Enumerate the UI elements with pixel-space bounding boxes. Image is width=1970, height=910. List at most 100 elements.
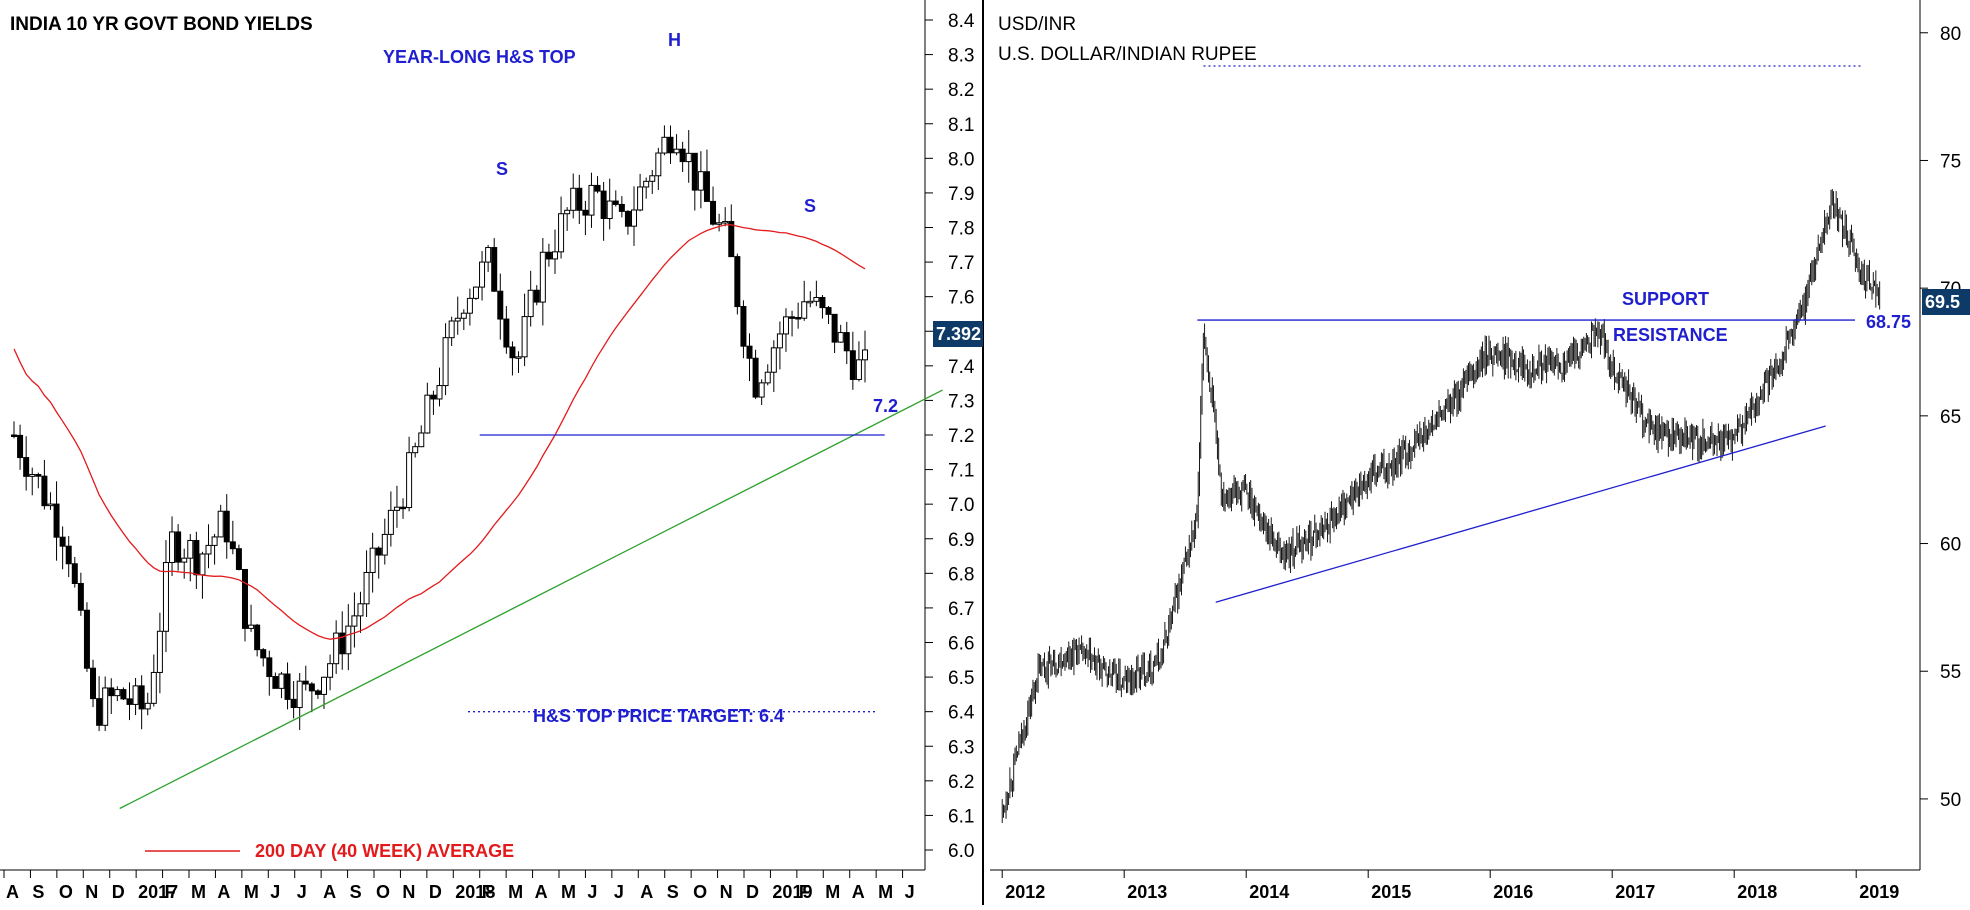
left-candle-body — [314, 690, 321, 695]
left-y-axis: 8.48.38.28.18.07.97.87.77.67.57.47.37.27… — [925, 11, 975, 862]
left-candle-body — [558, 213, 565, 253]
left-candle-body — [339, 632, 346, 655]
left-candle-body — [782, 316, 789, 335]
left-candle-body — [260, 649, 267, 659]
left-candle-body — [758, 382, 765, 398]
left-y-tick-label: 7.1 — [948, 461, 974, 482]
left-x-tick-label: A — [6, 882, 19, 902]
right-x-tick-label: 2015 — [1371, 882, 1411, 902]
left-candle-body — [545, 251, 552, 260]
left-candle-body — [333, 632, 340, 665]
left-candle-body — [849, 350, 856, 380]
left-candle-body — [77, 582, 84, 611]
moving-average-line — [13, 224, 866, 640]
left-candle-body — [138, 685, 145, 710]
left-x-tick-label: S — [667, 882, 679, 902]
left-candle-body — [272, 676, 279, 689]
left-candle-body — [837, 332, 844, 343]
left-candle-body — [266, 657, 273, 678]
left-x-tick-label: F — [165, 882, 176, 902]
left-x-tick-label: F — [799, 882, 810, 902]
left-candle-body — [187, 539, 194, 559]
right-x-tick-label: 2019 — [1859, 882, 1899, 902]
left-candle-body — [241, 568, 248, 629]
left-candle-body — [126, 698, 133, 705]
left-candle-body — [454, 317, 461, 322]
left-candle-body — [96, 698, 103, 726]
left-candle-body — [661, 136, 668, 154]
left-title: INDIA 10 YR GOVT BOND YIELDS — [10, 14, 313, 35]
left-candle-body — [728, 220, 735, 258]
left-candle-body — [321, 676, 328, 695]
right-last-value: 69.5 — [1925, 292, 1960, 312]
left-candle-body — [631, 209, 638, 227]
left-candle-body — [162, 562, 169, 632]
pattern-label: YEAR-LONG H&S TOP — [383, 47, 576, 67]
left-candle-body — [181, 557, 188, 563]
left-y-tick-label: 8.3 — [948, 46, 974, 67]
left-x-tick-label: J — [587, 882, 597, 902]
left-candle-body — [564, 209, 571, 215]
left-candle-body — [624, 210, 631, 227]
right-x-tick-label: 2018 — [1737, 882, 1777, 902]
left-candle-body — [491, 247, 498, 292]
left-candle-body — [120, 689, 127, 700]
left-candle-body — [132, 685, 139, 705]
left-candle-body — [685, 152, 692, 163]
left-candle-body — [47, 503, 54, 507]
left-candle-body — [284, 673, 291, 700]
left-candle-body — [600, 190, 607, 220]
left-y-tick-label: 6.6 — [948, 634, 974, 655]
left-candle-body — [108, 687, 115, 697]
neckline-label: 7.2 — [873, 396, 898, 416]
left-candle-body — [801, 301, 808, 319]
left-candle-body — [169, 531, 176, 564]
right-y-tick-label: 80 — [1940, 24, 1961, 45]
left-candle-body — [649, 175, 656, 182]
left-candle-body — [825, 307, 832, 315]
right-title: USD/INR — [998, 14, 1076, 35]
left-y-tick-label: 7.0 — [948, 495, 974, 516]
left-x-tick-label: M — [244, 882, 259, 902]
right-y-tick-label: 75 — [1940, 151, 1961, 172]
left-candle-body — [776, 333, 783, 349]
left-candle-body — [789, 316, 796, 319]
left-y-tick-label: 8.4 — [948, 11, 975, 32]
left-candle-body — [17, 434, 24, 459]
left-candle-body — [497, 290, 504, 320]
left-candle-body — [807, 300, 814, 304]
left-last-value: 7.392 — [936, 324, 981, 344]
left-x-tick-label: M — [878, 882, 893, 902]
left-candle-body — [381, 533, 388, 556]
left-candle-body — [521, 316, 528, 358]
left-candle-body — [71, 563, 78, 584]
left-candle-body — [764, 371, 771, 384]
left-candle-body — [156, 630, 163, 673]
left-x-tick-label: N — [85, 882, 98, 902]
left-candle-body — [53, 503, 60, 538]
left-x-tick-label: A — [217, 882, 230, 902]
left-x-tick-label: O — [59, 882, 73, 902]
left-candle-body — [655, 152, 662, 177]
left-y-tick-label: 7.7 — [948, 253, 974, 274]
left-x-tick-label: J — [614, 882, 624, 902]
left-candle-body — [369, 547, 376, 573]
left-candle-body — [400, 506, 407, 510]
left-y-tick-label: 6.5 — [948, 668, 974, 689]
left-y-tick-label: 6.3 — [948, 737, 974, 758]
left-x-tick-label: S — [32, 882, 44, 902]
left-candle-body — [831, 313, 838, 343]
left-candle-body — [716, 222, 723, 225]
left-candle-body — [223, 510, 230, 543]
right-trendline — [1215, 425, 1826, 603]
right-x-tick-label: 2012 — [1005, 882, 1045, 902]
left-x-tick-label: O — [693, 882, 707, 902]
left-y-tick-label: 7.8 — [948, 219, 974, 240]
left-candle-body — [643, 180, 650, 188]
left-y-tick-label: 6.8 — [948, 564, 974, 585]
left-candle-body — [740, 306, 747, 347]
left-y-tick-label: 6.0 — [948, 841, 974, 862]
left-candle-body — [296, 680, 303, 709]
left-candle-body — [102, 687, 109, 726]
